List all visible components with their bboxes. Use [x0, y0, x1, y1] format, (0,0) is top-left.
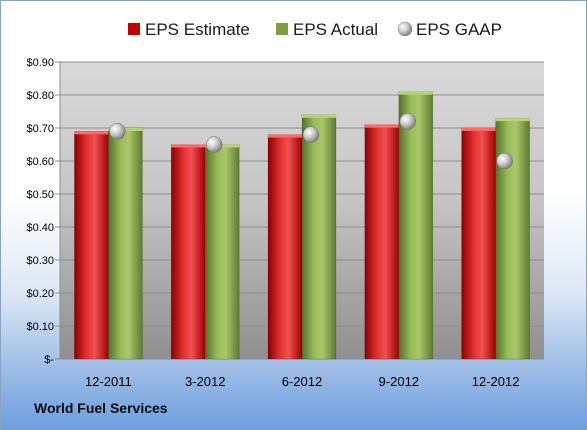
y-tick-label: $0.10	[26, 321, 54, 333]
legend-label: EPS Estimate	[145, 20, 250, 39]
eps-gaap-marker	[205, 136, 223, 153]
eps-actual-bar	[398, 91, 434, 360]
legend-swatch-estimate	[128, 23, 140, 35]
eps-actual-bar	[204, 144, 240, 360]
eps-gaap-marker	[302, 126, 320, 143]
y-axis-tick-labels: $- $0.10 $0.20 $0.30 $0.40 $0.50 $0.60 $0.70 $0.…	[26, 57, 54, 366]
y-tick-label: $0.40	[26, 222, 54, 234]
y-tick-label: $0.70	[26, 123, 54, 135]
eps-estimate-bar	[170, 144, 206, 360]
y-tick-label: $0.90	[26, 57, 54, 69]
bar-top-highlight	[171, 144, 206, 148]
legend-label: EPS Actual	[293, 20, 378, 39]
y-tick-label: $0.30	[26, 255, 54, 267]
eps-estimate-bar	[364, 124, 400, 360]
bar-top-highlight	[74, 131, 109, 135]
eps-estimate-bar	[74, 131, 109, 360]
eps-actual-bar	[301, 114, 337, 360]
company-name: World Fuel Services	[34, 400, 168, 416]
legend-label: EPS GAAP	[416, 20, 502, 39]
bar-top-highlight	[364, 124, 399, 128]
x-axis-tick-labels: 12-2011 3-2012 6-2012 9-2012 12-2012	[85, 374, 519, 389]
bar-top-highlight	[398, 91, 433, 95]
eps-gaap-marker	[399, 113, 417, 130]
x-tick-label: 9-2012	[379, 374, 419, 389]
bar-top-highlight	[461, 128, 496, 131]
y-tick-label: $0.20	[26, 288, 54, 300]
y-tick-label: $0.80	[26, 90, 54, 102]
y-tick-label: $0.50	[26, 189, 54, 201]
x-tick-label: 12-2011	[85, 374, 132, 389]
y-tick-label: $0.60	[26, 156, 54, 168]
eps-actual-bar	[108, 127, 143, 360]
eps-gaap-marker	[109, 123, 126, 140]
y-tick-label: $-	[44, 354, 54, 366]
x-tick-label: 3-2012	[185, 374, 225, 389]
legend-swatch-actual	[276, 23, 288, 35]
x-tick-label: 12-2012	[472, 374, 520, 389]
eps-estimate-bar	[267, 134, 303, 360]
x-tick-label: 6-2012	[282, 374, 322, 389]
bar-top-highlight	[302, 114, 336, 118]
eps-actual-bar	[495, 117, 530, 360]
bar-top-highlight	[495, 118, 530, 122]
bar-top-highlight	[268, 134, 302, 138]
eps-gaap-marker	[496, 152, 513, 170]
eps-estimate-bar	[461, 127, 496, 360]
legend-swatch-gaap	[397, 21, 413, 37]
legend: EPS Estimate EPS Actual EPS GAAP	[128, 20, 502, 39]
bars	[74, 91, 530, 360]
gaap-markers	[109, 113, 513, 170]
